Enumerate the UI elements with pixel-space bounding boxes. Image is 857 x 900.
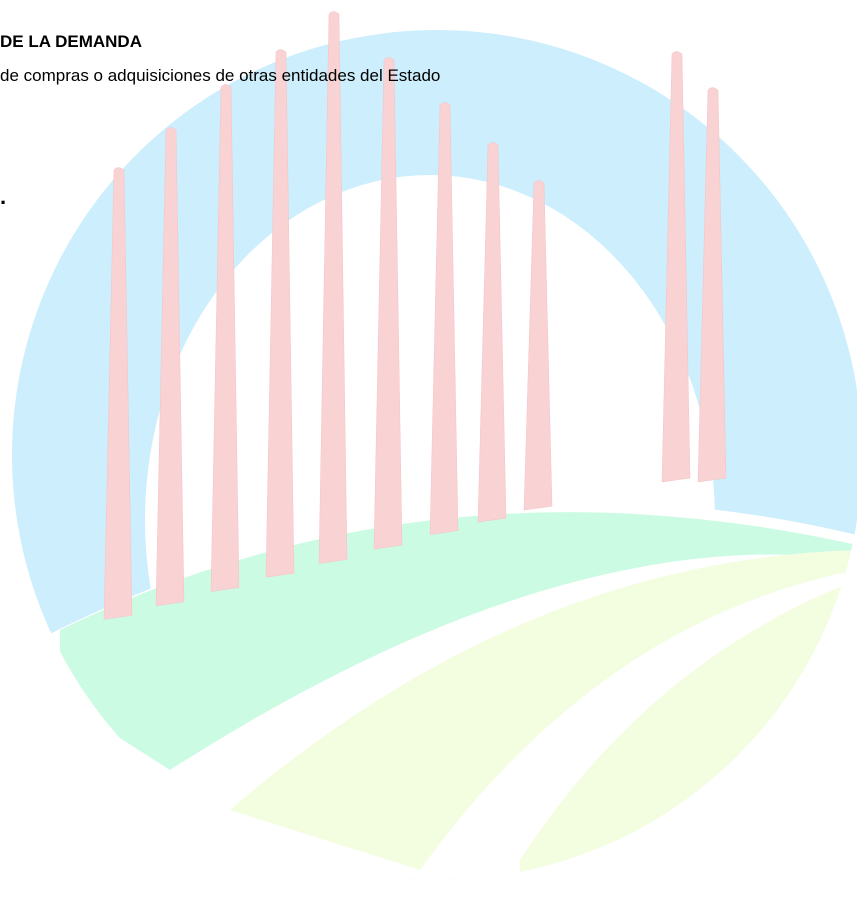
page: {"document": {"heading": "DE LA DEMANDA"…	[0, 0, 857, 900]
text-fragment: .	[0, 184, 6, 210]
heading: DE LA DEMANDA	[0, 32, 142, 52]
watermark-logo	[0, 0, 857, 900]
body-text: de compras o adquisiciones de otras enti…	[0, 66, 440, 86]
